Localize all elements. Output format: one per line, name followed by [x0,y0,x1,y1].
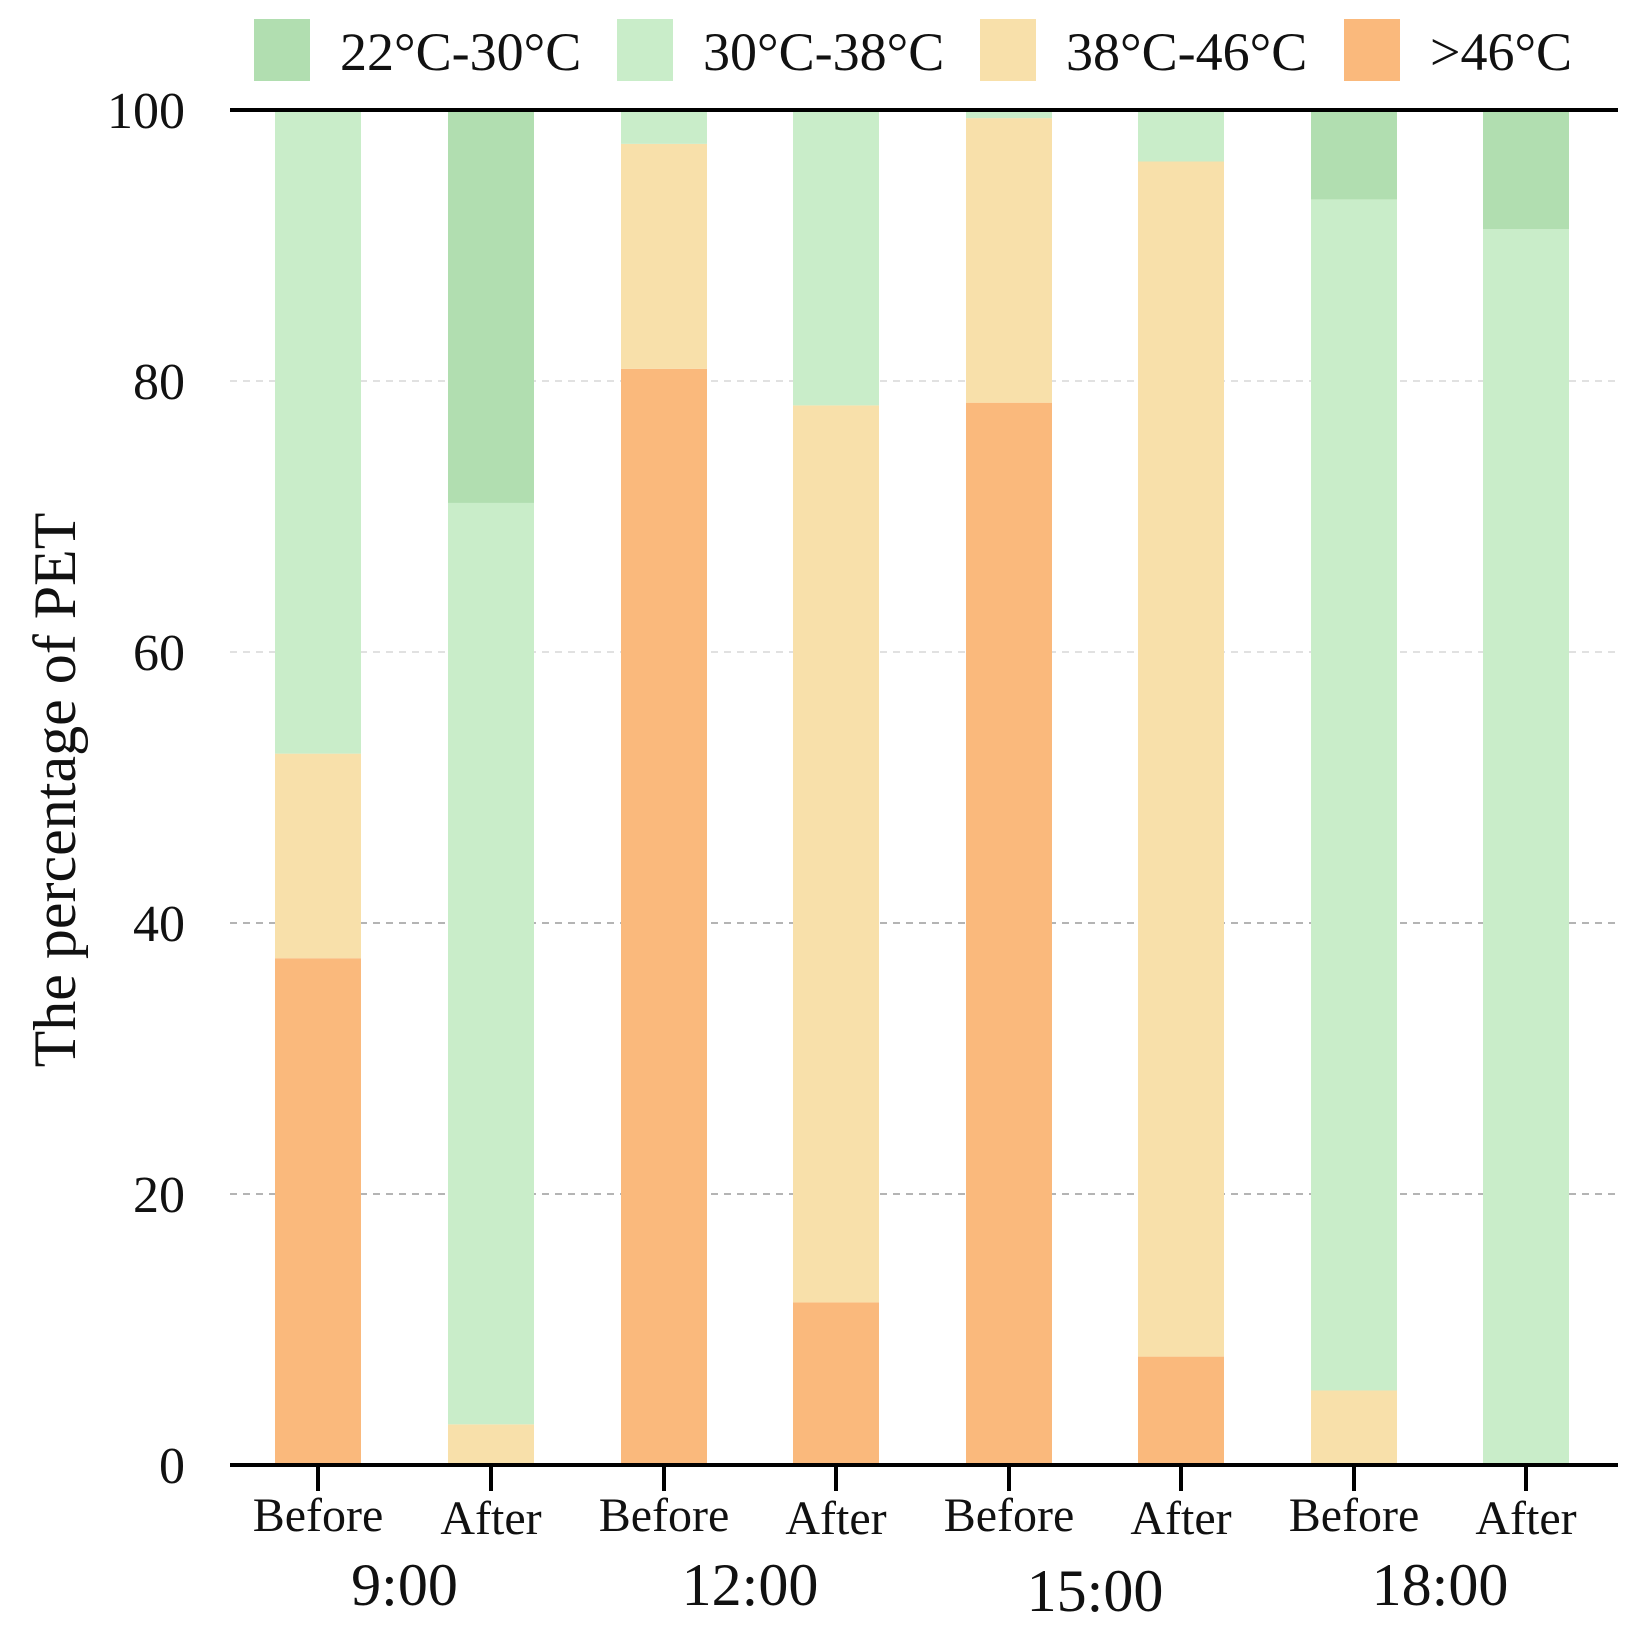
legend-label-0: 22°C-30°C [340,22,581,82]
legend-label-1: 30°C-38°C [703,22,944,82]
x-group-label-9-00: 9:00 [351,1552,458,1618]
legend: 22°C-30°C 30°C-38°C 38°C-46°C >46°C [254,19,1572,82]
bar-segment-7-22-c-30-c [1483,110,1569,230]
bar-segment-2--46-c [621,368,707,1466]
bar-segment-5--46-c [1138,1356,1224,1465]
bars [275,110,1569,1466]
x-category-label-6: Before [1289,1489,1420,1542]
bar-segment-1-22-c-30-c [448,110,534,503]
bar-segment-5-30-c-38-c [1138,110,1224,162]
x-category-label-2: Before [599,1489,730,1542]
x-group-label-15-00: 15:00 [1027,1558,1164,1624]
bar-segment-6-38-c-46-c [1311,1390,1397,1465]
bar-segment-3-38-c-46-c [793,405,879,1303]
x-category-label-3: After [785,1492,886,1545]
bar-segment-0--46-c [275,958,361,1465]
x-category-label-5: After [1130,1492,1231,1545]
bar-segment-1-30-c-38-c [448,502,534,1425]
bar-segment-0-38-c-46-c [275,753,361,959]
y-tick-label-80: 80 [133,354,185,411]
legend-swatch-2 [980,19,1036,81]
x-group-label-18-00: 18:00 [1372,1552,1509,1618]
bar-segment-1-38-c-46-c [448,1424,534,1465]
y-tick-label-100: 100 [107,83,185,140]
grid-lines [230,380,1618,1195]
bar-segment-4--46-c [966,402,1052,1466]
legend-label-2: 38°C-46°C [1066,22,1307,82]
y-tick-label-20: 20 [133,1167,185,1224]
legend-swatch-0 [254,19,310,81]
legend-label-3: >46°C [1430,22,1572,82]
x-group-label-12-00: 12:00 [682,1552,819,1618]
legend-swatch-1 [617,19,673,81]
bar-segment-5-38-c-46-c [1138,161,1224,1357]
legend-swatch-3 [1344,19,1400,81]
y-tick-label-0: 0 [159,1438,185,1495]
x-category-label-7: After [1475,1492,1576,1545]
bar-segment-6-30-c-38-c [1311,199,1397,1391]
bar-segment-0-30-c-38-c [275,110,361,754]
bar-segment-6-22-c-30-c [1311,110,1397,200]
bar-segment-4-38-c-46-c [966,118,1052,403]
axes [230,108,1618,1491]
bar-segment-3--46-c [793,1302,879,1465]
bar-segment-4-30-c-38-c [966,110,1052,119]
bar-segment-2-38-c-46-c [621,143,707,369]
x-category-label-1: After [440,1492,541,1545]
y-axis-label: The percentage of PET [22,513,88,1068]
x-category-label-0: Before [253,1489,384,1542]
y-tick-label-60: 60 [133,625,185,682]
y-tick-label-40: 40 [133,896,185,953]
x-category-label-4: Before [944,1489,1075,1542]
axis-labels: 0 20 40 60 80 100 Before After Before After Before… [107,83,1577,1624]
bar-segment-7-30-c-38-c [1483,229,1569,1466]
bar-segment-3-30-c-38-c [793,110,879,406]
bar-segment-2-30-c-38-c [621,110,707,144]
